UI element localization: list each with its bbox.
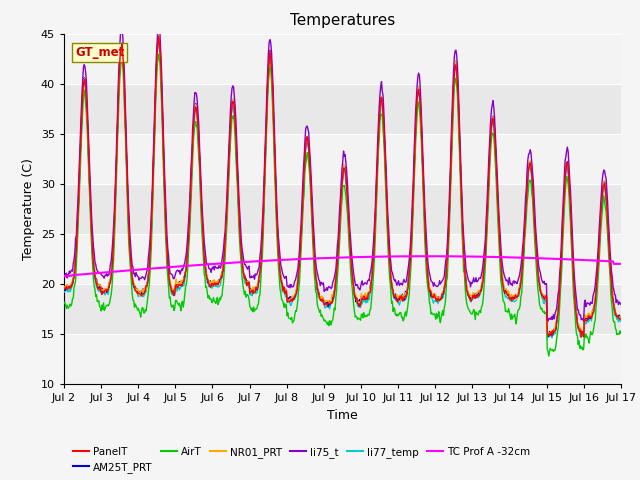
Text: GT_met: GT_met — [75, 47, 124, 60]
AM25T_PRT — [428, 293, 435, 299]
AM25T_PRT — [617, 314, 625, 320]
AM25T_PRT — [156, 36, 163, 42]
AirT — [60, 300, 68, 306]
Bar — [64, 234, 621, 284]
li77_temp — [60, 289, 68, 295]
li75_t — [580, 318, 588, 324]
li77_temp — [185, 234, 193, 240]
PanelT — [428, 289, 435, 295]
PanelT — [155, 34, 163, 39]
NR01_PRT — [579, 331, 587, 337]
NR01_PRT — [214, 277, 222, 283]
li77_temp — [127, 269, 135, 275]
AirT — [545, 353, 552, 359]
Line: NR01_PRT: NR01_PRT — [64, 35, 621, 334]
NR01_PRT — [60, 286, 68, 291]
Line: li75_t: li75_t — [64, 23, 621, 321]
AM25T_PRT — [214, 279, 222, 285]
TC Prof A -32cm — [617, 261, 625, 267]
Line: TC Prof A -32cm: TC Prof A -32cm — [64, 256, 621, 276]
TC Prof A -32cm — [428, 253, 435, 259]
TC Prof A -32cm — [410, 253, 418, 259]
Bar — [64, 134, 621, 184]
AM25T_PRT — [60, 285, 68, 290]
AirT — [156, 51, 163, 57]
li77_temp — [428, 295, 435, 300]
Line: AirT: AirT — [64, 54, 621, 356]
li77_temp — [411, 148, 419, 154]
PanelT — [70, 275, 78, 280]
AirT — [428, 311, 435, 317]
NR01_PRT — [411, 145, 419, 151]
li75_t — [156, 20, 163, 26]
Title: Temperatures: Temperatures — [290, 13, 395, 28]
li75_t — [185, 217, 193, 223]
PanelT — [60, 285, 68, 291]
TC Prof A -32cm — [424, 253, 432, 259]
PanelT — [127, 267, 135, 273]
Y-axis label: Temperature (C): Temperature (C) — [22, 158, 35, 260]
AM25T_PRT — [185, 232, 193, 238]
Line: li77_temp: li77_temp — [64, 43, 621, 338]
li75_t — [617, 301, 625, 307]
li75_t — [127, 253, 135, 259]
AirT — [70, 285, 78, 290]
AM25T_PRT — [411, 146, 419, 152]
Legend: PanelT, AM25T_PRT, AirT, NR01_PRT, li75_t, li77_temp, TC Prof A -32cm: PanelT, AM25T_PRT, AirT, NR01_PRT, li75_… — [69, 443, 534, 477]
PanelT — [185, 231, 193, 237]
TC Prof A -32cm — [214, 261, 221, 266]
Line: PanelT: PanelT — [64, 36, 621, 337]
PanelT — [617, 316, 625, 322]
li77_temp — [70, 273, 78, 279]
NR01_PRT — [185, 229, 193, 235]
li77_temp — [543, 335, 551, 341]
AirT — [185, 246, 193, 252]
li77_temp — [214, 284, 222, 289]
NR01_PRT — [127, 267, 135, 273]
NR01_PRT — [70, 270, 78, 276]
Bar — [64, 334, 621, 384]
NR01_PRT — [617, 314, 625, 320]
AM25T_PRT — [70, 274, 78, 279]
AM25T_PRT — [127, 267, 135, 273]
li75_t — [60, 275, 68, 280]
X-axis label: Time: Time — [327, 408, 358, 421]
Line: AM25T_PRT: AM25T_PRT — [64, 39, 621, 337]
AirT — [214, 302, 222, 308]
PanelT — [411, 146, 419, 152]
AirT — [617, 330, 625, 336]
li77_temp — [155, 40, 163, 46]
PanelT — [577, 334, 585, 340]
TC Prof A -32cm — [127, 267, 135, 273]
PanelT — [214, 282, 222, 288]
li75_t — [214, 265, 222, 271]
NR01_PRT — [155, 32, 163, 38]
li77_temp — [617, 319, 625, 324]
Bar — [64, 34, 621, 84]
TC Prof A -32cm — [60, 273, 68, 279]
AirT — [411, 162, 419, 168]
TC Prof A -32cm — [70, 272, 78, 278]
li75_t — [70, 256, 78, 262]
TC Prof A -32cm — [184, 263, 192, 269]
NR01_PRT — [428, 288, 435, 293]
li75_t — [428, 278, 435, 284]
AirT — [127, 279, 135, 285]
AM25T_PRT — [545, 334, 552, 340]
li75_t — [411, 131, 419, 137]
